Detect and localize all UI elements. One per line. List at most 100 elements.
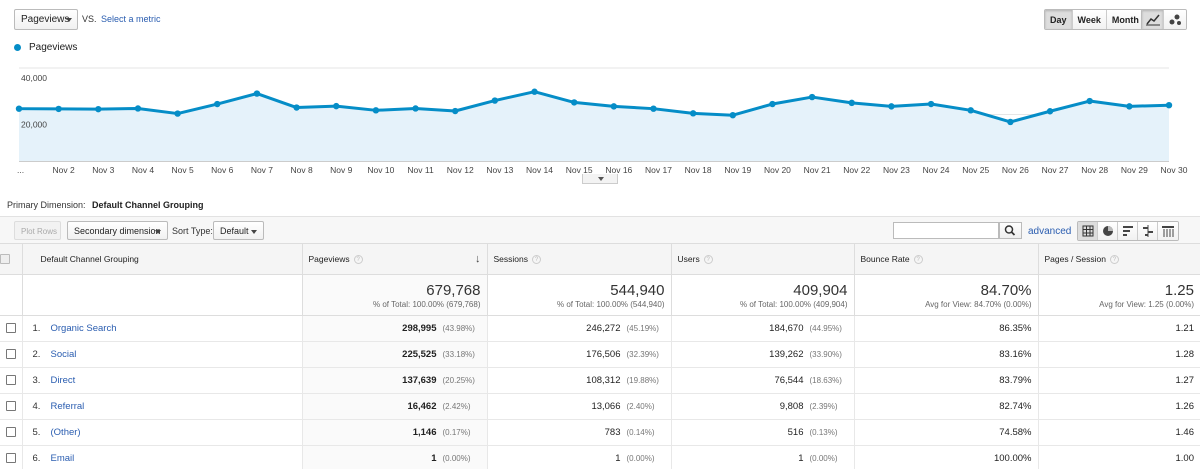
sessions-value: 246,272 bbox=[586, 322, 621, 334]
total-value: 679,768 bbox=[426, 281, 481, 299]
data-point bbox=[1086, 97, 1093, 105]
x-tick-label: Nov 12 bbox=[447, 165, 474, 175]
data-point bbox=[1165, 102, 1173, 109]
channel-link[interactable]: Referral bbox=[50, 400, 85, 412]
row-checkbox[interactable] bbox=[5, 348, 16, 359]
users-percent: (2.39%) bbox=[809, 401, 838, 411]
motion-chart-button[interactable] bbox=[1164, 10, 1186, 29]
pageviews-value: 225,525 bbox=[402, 348, 437, 360]
channel-link[interactable]: Direct bbox=[50, 374, 76, 386]
column-header-channel[interactable]: Default Channel Grouping bbox=[22, 244, 303, 275]
data-point bbox=[15, 105, 23, 112]
sort-down-arrow-icon: ↓ bbox=[475, 253, 481, 265]
help-icon[interactable]: ? bbox=[532, 254, 541, 264]
chart-toolbar: Pageviews VS. Select a metric Day Week M… bbox=[0, 0, 1200, 40]
x-tick-label: Nov 5 bbox=[172, 165, 194, 175]
pageviews-cell: 137,639 (20.25%) bbox=[302, 367, 488, 394]
secondary-dimension-select[interactable]: Secondary dimension bbox=[67, 221, 168, 240]
column-header-pages-per-session[interactable]: Pages / Session? bbox=[1038, 244, 1200, 275]
column-header-users[interactable]: Users? bbox=[671, 244, 855, 275]
sessions-value: 13,066 bbox=[591, 400, 621, 412]
pivot-icon bbox=[1162, 226, 1174, 237]
primary-dimension-label: Primary Dimension: bbox=[7, 200, 86, 210]
pageviews-value: 137,639 bbox=[402, 374, 437, 386]
performance-view-button[interactable] bbox=[1118, 222, 1138, 240]
sessions-cell: 176,506 (32.39%) bbox=[487, 341, 672, 368]
period-week-button[interactable]: Week bbox=[1072, 10, 1107, 29]
pivot-view-button[interactable] bbox=[1158, 222, 1178, 240]
bounce-rate-cell: 82.74% bbox=[854, 393, 1039, 420]
pageviews-percent: (33.18%) bbox=[442, 349, 475, 359]
percentage-view-button[interactable] bbox=[1098, 222, 1118, 240]
row-checkbox[interactable] bbox=[5, 400, 16, 411]
table-view-toggle bbox=[1077, 221, 1179, 241]
period-toggle: Day Week Month bbox=[1044, 9, 1145, 30]
bounce-rate-cell: 83.79% bbox=[854, 367, 1039, 394]
sessions-cell: 1 (0.00%) bbox=[487, 445, 672, 469]
users-percent: (44.95%) bbox=[809, 323, 842, 333]
channel-link[interactable]: Email bbox=[50, 452, 75, 464]
x-tick-label: Nov 26 bbox=[1002, 165, 1029, 175]
column-header-label: Default Channel Grouping bbox=[40, 253, 139, 264]
search-button[interactable] bbox=[999, 222, 1022, 239]
metric-select[interactable]: Pageviews bbox=[14, 9, 78, 30]
period-month-button[interactable]: Month bbox=[1106, 10, 1144, 29]
sessions-cell: 783 (0.14%) bbox=[487, 419, 672, 446]
users-value: 139,262 bbox=[769, 348, 804, 360]
row-number: 6. bbox=[32, 452, 41, 464]
pages-per-session-value: 1.46 bbox=[1175, 426, 1195, 438]
sessions-value: 108,312 bbox=[586, 374, 621, 386]
column-header-pageviews[interactable]: Pageviews? ↓ bbox=[302, 244, 488, 275]
sort-type-select[interactable]: Default bbox=[213, 221, 264, 240]
pageviews-percent: (43.98%) bbox=[442, 323, 475, 333]
column-header-sessions[interactable]: Sessions? bbox=[487, 244, 672, 275]
pages-per-session-value: 1.27 bbox=[1175, 374, 1195, 386]
row-checkbox[interactable] bbox=[5, 452, 16, 463]
help-icon[interactable]: ? bbox=[353, 254, 363, 264]
row-checkbox[interactable] bbox=[5, 374, 16, 385]
x-tick-label: Nov 16 bbox=[605, 165, 632, 175]
chart-collapse-handle[interactable] bbox=[582, 174, 618, 184]
row-checkbox[interactable] bbox=[5, 322, 16, 333]
data-point bbox=[333, 102, 340, 110]
period-day-button[interactable]: Day bbox=[1045, 10, 1073, 29]
advanced-filter-link[interactable]: advanced bbox=[1028, 226, 1072, 237]
line-chart-button[interactable] bbox=[1142, 10, 1164, 29]
channel-cell: 4. Referral bbox=[22, 393, 303, 420]
data-view-button[interactable] bbox=[1078, 222, 1098, 240]
x-tick-label: Nov 19 bbox=[724, 165, 751, 175]
data-point bbox=[967, 107, 974, 114]
data-point bbox=[372, 107, 380, 114]
x-tick-label: Nov 22 bbox=[843, 165, 870, 175]
x-tick-label: Nov 18 bbox=[685, 165, 712, 175]
data-point bbox=[927, 100, 935, 108]
users-cell: 76,544 (18.63%) bbox=[671, 367, 855, 394]
help-icon[interactable]: ? bbox=[1109, 254, 1119, 264]
pages-per-session-value: 1.26 bbox=[1175, 400, 1195, 412]
comparison-view-button[interactable] bbox=[1138, 222, 1158, 240]
pages-per-session-value: 1.28 bbox=[1175, 348, 1195, 360]
channel-link[interactable]: Social bbox=[50, 348, 77, 360]
table-search-input[interactable] bbox=[893, 222, 999, 239]
select-metric-link[interactable]: Select a metric bbox=[101, 14, 161, 24]
row-checkbox[interactable] bbox=[5, 426, 16, 437]
plot-rows-button[interactable]: Plot Rows bbox=[14, 221, 61, 240]
pageviews-cell: 1,146 (0.17%) bbox=[302, 419, 488, 446]
channel-link[interactable]: (Other) bbox=[50, 426, 81, 438]
data-point bbox=[174, 110, 181, 117]
help-icon[interactable]: ? bbox=[913, 254, 923, 264]
x-tick-label: Nov 25 bbox=[962, 165, 989, 175]
primary-dimension-value[interactable]: Default Channel Grouping bbox=[92, 200, 204, 210]
column-header-bounce-rate[interactable]: Bounce Rate? bbox=[854, 244, 1039, 275]
help-icon[interactable]: ? bbox=[703, 254, 713, 264]
total-sub: % of Total: 100.00% (409,904) bbox=[740, 299, 848, 309]
x-tick-label: Nov 21 bbox=[804, 165, 831, 175]
data-point bbox=[610, 103, 618, 110]
channel-link[interactable]: Organic Search bbox=[50, 322, 117, 334]
table-row: 5. (Other) 1,146 (0.17%) 783 (0.14%) 516 (0.13%… bbox=[0, 419, 1200, 446]
metric-select-label: Pageviews bbox=[21, 14, 70, 25]
select-all-checkbox[interactable] bbox=[0, 254, 10, 265]
row-checkbox-cell bbox=[0, 419, 23, 446]
sessions-percent: (32.39%) bbox=[626, 349, 659, 359]
x-tick-label: Nov 10 bbox=[367, 165, 394, 175]
